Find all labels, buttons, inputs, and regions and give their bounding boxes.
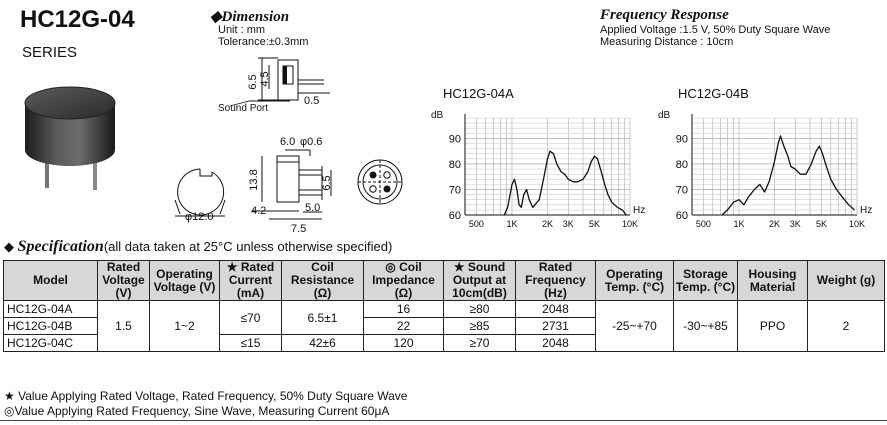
specification-heading: ◆ Specification(all data taken at 25°C u…: [4, 238, 393, 255]
dim-6-5-top: 6.5: [247, 74, 259, 89]
col-header: ★ Rated Current (mA): [219, 260, 282, 301]
storage-temp-cell: -30~+85: [673, 300, 738, 352]
col-header: Housing Material: [737, 260, 808, 301]
y-axis-label: dB: [431, 110, 444, 121]
x-tick-label: 2K: [769, 219, 780, 229]
response-curve: [503, 150, 627, 216]
rated-frequency-cell: 2731: [515, 317, 596, 335]
dim-5-0: 5.0: [305, 202, 320, 214]
y-tick-label: 60: [449, 210, 461, 222]
frequency-response-conditions: Applied Voltage :1.5 V, 50% Duty Square …: [600, 24, 831, 48]
col-header: Operating Voltage (V): [149, 260, 220, 301]
weight-cell: 2: [807, 300, 885, 352]
frequency-chart-b: 60 70 80 90 500 1K 2K 3K 5K 10K dB Hz: [658, 110, 872, 229]
col-header: Storage Temp. (°C): [673, 260, 738, 301]
dim-6-5-side: 6.5: [321, 175, 333, 190]
y-tick-label: 80: [676, 159, 688, 171]
table-row: HC12G-04C ≤15 42±6 120 ≥70 2048: [3, 334, 885, 352]
model-cell: HC12G-04C: [3, 334, 98, 352]
col-header: Operating Temp. (°C): [595, 260, 674, 301]
sound-output-cell: ≥80: [443, 300, 516, 318]
dim-0-5: 0.5: [304, 95, 319, 107]
sound-port-label: Sound Port: [218, 103, 268, 114]
x-tick-label: 5K: [816, 219, 827, 229]
sound-output-cell: ≥70: [443, 334, 516, 352]
dimension-units: Unit : mm Tolerance:±0.3mm: [218, 24, 309, 48]
x-tick-label: 10K: [849, 219, 865, 229]
x-axis-label: Hz: [860, 205, 872, 216]
col-header: Rated Voltage (V): [97, 260, 150, 301]
coil-impedance-cell: 120: [363, 334, 444, 352]
y-tick-label: 90: [676, 133, 688, 145]
table-row: HC12G-04A 1.5 1~2 ≤70 6.5±1 16 ≥80 2048 …: [3, 300, 885, 352]
col-header: Weight (g): [807, 260, 885, 301]
operating-temp-cell: -25~+70: [595, 300, 674, 352]
dim-7-5: 7.5: [291, 223, 306, 235]
x-tick-label: 3K: [563, 219, 574, 229]
x-tick-label: 500: [696, 219, 711, 229]
y-tick-label: 80: [449, 159, 461, 171]
table-header-row: Model Rated Voltage (V) Operating Voltag…: [3, 260, 885, 301]
coil-impedance-cell: 16: [363, 300, 444, 318]
coil-resistance-cell: 6.5±1: [281, 300, 364, 335]
dim-6-0: 6.0: [280, 136, 295, 148]
dim-13-8: 13.8: [248, 169, 260, 190]
chart-a-title: HC12G-04A: [443, 86, 514, 101]
x-tick-label: 10K: [622, 219, 638, 229]
col-header: Model: [3, 260, 98, 301]
coil-impedance-cell: 22: [363, 317, 444, 335]
x-tick-label: 1K: [733, 219, 744, 229]
col-header: ◎ Coil Impedance (Ω): [363, 260, 444, 301]
x-axis-label: Hz: [633, 205, 645, 216]
model-title: HC12G-04: [20, 6, 135, 33]
x-tick-label: 1K: [506, 219, 517, 229]
dim-phi-12: φ12.0: [185, 211, 214, 223]
rated-current-cell: ≤70: [219, 300, 282, 335]
model-cell: HC12G-04B: [3, 317, 98, 335]
dim-phi-0-6: φ0.6: [300, 136, 322, 148]
dimension-heading: ◆Dimension: [210, 9, 290, 25]
x-tick-label: 3K: [790, 219, 801, 229]
dimension-drawings: 6.5 4.5 0.5 Sound Port 6.0 φ0.6 13.8 6.5…: [174, 57, 403, 235]
y-tick-label: 70: [676, 184, 688, 196]
col-header: Coil Resistance (Ω): [281, 260, 364, 301]
y-tick-label: 70: [449, 184, 461, 196]
col-header: Rated Frequency (Hz): [515, 260, 596, 301]
y-axis-label: dB: [658, 110, 671, 121]
response-curve: [721, 135, 855, 216]
x-tick-label: 500: [469, 219, 484, 229]
dim-4-2: 4.2: [251, 205, 266, 217]
product-photo: [24, 86, 116, 190]
rated-frequency-cell: 2048: [515, 300, 596, 318]
dim-4-5: 4.5: [259, 71, 271, 86]
sound-output-cell: ≥85: [443, 317, 516, 335]
note-circle: ◎Value Applying Rated Frequency, Sine Wa…: [4, 404, 390, 418]
note-star: ★ Value Applying Rated Voltage, Rated Fr…: [4, 389, 408, 403]
coil-resistance-cell: 42±6: [281, 334, 364, 352]
specification-table: Model Rated Voltage (V) Operating Voltag…: [3, 260, 885, 352]
rated-current-cell: ≤15: [219, 334, 282, 352]
chart-b-title: HC12G-04B: [678, 86, 749, 101]
frequency-response-heading: Frequency Response: [600, 7, 729, 23]
housing-material-cell: PPO: [737, 300, 808, 352]
x-tick-label: 5K: [589, 219, 600, 229]
x-tick-label: 2K: [542, 219, 553, 229]
operating-voltage-cell: 1~2: [149, 300, 220, 352]
rated-frequency-cell: 2048: [515, 334, 596, 352]
rated-voltage-cell: 1.5: [97, 300, 150, 352]
bottom-divider: [0, 420, 887, 421]
model-cell: HC12G-04A: [3, 300, 98, 318]
col-header: ★ Sound Output at 10cm(dB): [443, 260, 516, 301]
y-tick-label: 90: [449, 133, 461, 145]
frequency-chart-a: 60 70 80 90 500 1K 2K 3K 5K 10K dB Hz: [431, 110, 645, 229]
y-tick-label: 60: [676, 210, 688, 222]
series-label: SERIES: [22, 44, 78, 61]
